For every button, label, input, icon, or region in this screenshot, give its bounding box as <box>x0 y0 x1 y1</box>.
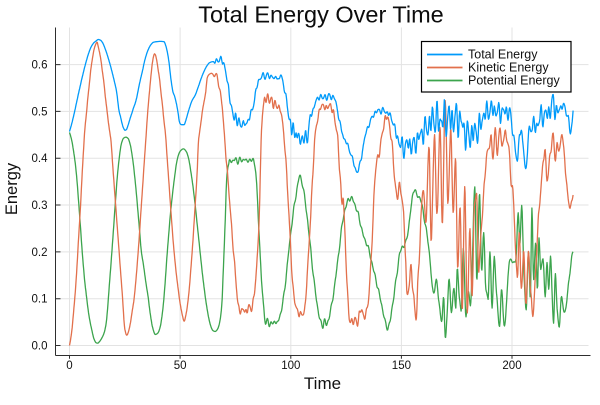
svg-text:Potential Energy: Potential Energy <box>468 74 560 88</box>
svg-text:100: 100 <box>281 360 300 372</box>
svg-text:0.3: 0.3 <box>32 200 48 212</box>
svg-text:0.2: 0.2 <box>32 247 48 259</box>
svg-text:50: 50 <box>174 360 187 372</box>
svg-text:Energy: Energy <box>3 162 21 215</box>
svg-text:Total Energy Over Time: Total Energy Over Time <box>198 2 444 28</box>
svg-text:0.6: 0.6 <box>32 60 48 72</box>
svg-text:0.5: 0.5 <box>32 106 48 118</box>
svg-text:0.1: 0.1 <box>32 294 48 306</box>
svg-text:Kinetic Energy: Kinetic Energy <box>468 61 549 75</box>
svg-text:150: 150 <box>392 360 411 372</box>
svg-text:0.0: 0.0 <box>32 341 48 353</box>
svg-text:Total Energy: Total Energy <box>468 48 538 62</box>
svg-text:0.4: 0.4 <box>32 153 49 165</box>
svg-text:200: 200 <box>502 360 521 372</box>
svg-text:Time: Time <box>304 374 341 393</box>
svg-text:0: 0 <box>66 360 72 372</box>
